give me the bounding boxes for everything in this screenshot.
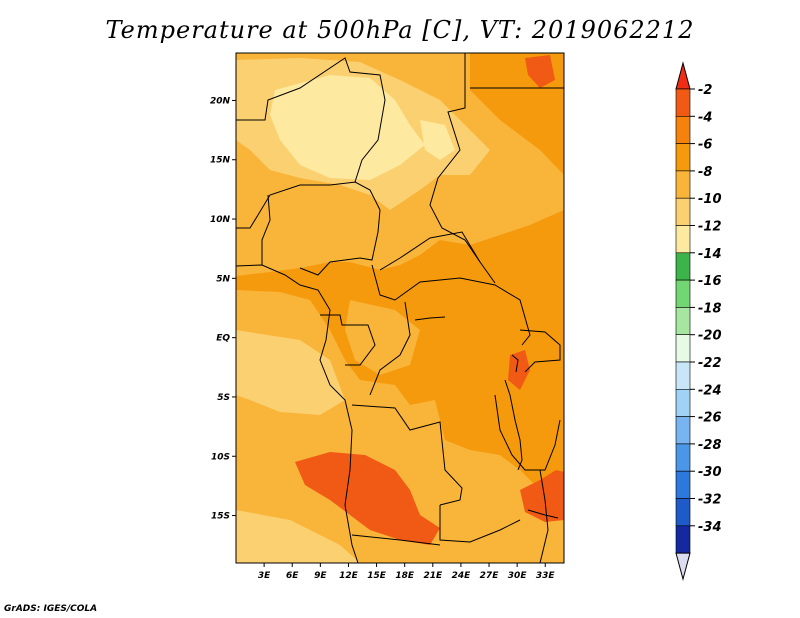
colorbar-label: -22	[698, 356, 722, 371]
lake-outline	[527, 509, 559, 519]
border-line	[320, 314, 376, 366]
lon-tick-label: 3E	[258, 571, 271, 581]
border-line	[371, 264, 531, 346]
field-region-coolest	[270, 75, 425, 180]
colorbar-swatch	[675, 388, 691, 417]
colorbar-swatch	[675, 116, 691, 144]
lon-tick-label: 30E	[508, 571, 528, 581]
country-borders	[236, 53, 564, 563]
colorbar-label: -2	[698, 83, 712, 98]
field-region-warmest	[295, 452, 440, 545]
lat-tick-label: 20N	[210, 96, 231, 106]
colorbar-bottom-arrow	[675, 552, 691, 582]
colorbar-swatch	[675, 252, 691, 281]
border-line	[236, 181, 357, 229]
colorbar-swatch	[675, 443, 691, 472]
lat-tick-label: EQ	[216, 334, 230, 344]
border-line	[236, 57, 386, 276]
lat-tick-label: 5N	[216, 274, 230, 284]
lon-tick-label: 18E	[395, 571, 415, 581]
colorbar-label: -14	[698, 247, 722, 262]
colorbar-label: -12	[698, 220, 722, 235]
lon-tick-label: 21E	[423, 571, 443, 581]
field-region-coolest	[420, 120, 455, 160]
border-line	[429, 53, 496, 284]
colorbar-label: -10	[698, 192, 722, 207]
colorbar-label: -4	[698, 110, 712, 125]
colorbar-swatch	[675, 361, 691, 390]
temperature-field	[236, 53, 564, 563]
colorbar-label: -30	[698, 465, 722, 480]
colorbar-label: -32	[698, 493, 722, 508]
colorbar-label: -16	[698, 274, 722, 289]
border-line	[351, 534, 441, 546]
map-title: Temperature at 500hPa [C], VT: 201906221…	[105, 16, 695, 44]
colorbar-label: -18	[698, 301, 722, 316]
colorbar-swatch	[675, 307, 691, 335]
border-line	[261, 194, 271, 265]
lon-tick-label: 12E	[339, 571, 359, 581]
border-line	[369, 301, 411, 396]
border-line	[494, 394, 561, 471]
lat-tick-label: 10S	[211, 452, 230, 462]
colorbar-label: -26	[698, 411, 722, 426]
lat-tick-label: 15S	[211, 512, 230, 522]
lake-outline	[511, 354, 519, 373]
lon-tick-label: 15E	[367, 571, 387, 581]
colorbar-label: -20	[698, 329, 722, 344]
lon-tick-label: 33E	[536, 571, 556, 581]
lon-tick-label: 6E	[286, 571, 299, 581]
colorbar-label: -8	[698, 165, 712, 180]
credit-label: GrADS: IGES/COLA	[4, 604, 98, 614]
border-line	[439, 505, 521, 543]
colorbar-label: -28	[698, 438, 722, 453]
border-line	[519, 329, 561, 373]
border-line	[379, 231, 481, 271]
field-region-warmest	[508, 350, 530, 390]
field-region-warmest	[520, 470, 564, 522]
colorbar-label: -34	[698, 520, 722, 535]
lat-tick-label: 10N	[210, 215, 231, 225]
colorbar-swatch	[675, 197, 691, 226]
map-frame	[235, 52, 565, 564]
field-region-cool	[236, 510, 360, 563]
colorbar: -2 -4 -6 -8 -10 -12 -14 -16 -18 -20 -22 -24 -26 -28 -3…	[675, 61, 722, 582]
lon-tick-label: 27E	[480, 571, 500, 581]
colorbar-swatch	[675, 225, 691, 254]
lat-tick-label: 5S	[217, 393, 230, 403]
colorbar-label: -6	[698, 138, 712, 153]
lon-tick-label: 9E	[314, 571, 327, 581]
field-region-mid	[345, 300, 420, 375]
border-line	[351, 404, 463, 506]
coastline	[236, 264, 359, 563]
field-region-warmest	[525, 55, 555, 88]
axis-ticks: 20N 15N 10N 5N EQ 5S 10S 15S 3E 6E 9E 12E 15E 18E 21E 2…	[210, 96, 556, 581]
lon-tick-label: 24E	[452, 571, 472, 581]
colorbar-swatch	[675, 498, 691, 527]
lat-tick-label: 15N	[210, 156, 231, 166]
colorbar-swatch	[675, 470, 691, 499]
colorbar-swatch	[675, 416, 691, 445]
field-region-cool	[236, 330, 345, 415]
lake-outline	[504, 379, 523, 471]
colorbar-swatch	[675, 170, 691, 199]
colorbar-swatch	[675, 525, 691, 554]
river-line	[414, 316, 446, 321]
colorbar-label: -24	[698, 383, 722, 398]
colorbar-top-arrow	[675, 61, 691, 90]
colorbar-swatch	[675, 334, 691, 363]
colorbar-swatch	[675, 143, 691, 172]
colorbar-swatch	[675, 88, 691, 117]
colorbar-swatch	[675, 279, 691, 308]
